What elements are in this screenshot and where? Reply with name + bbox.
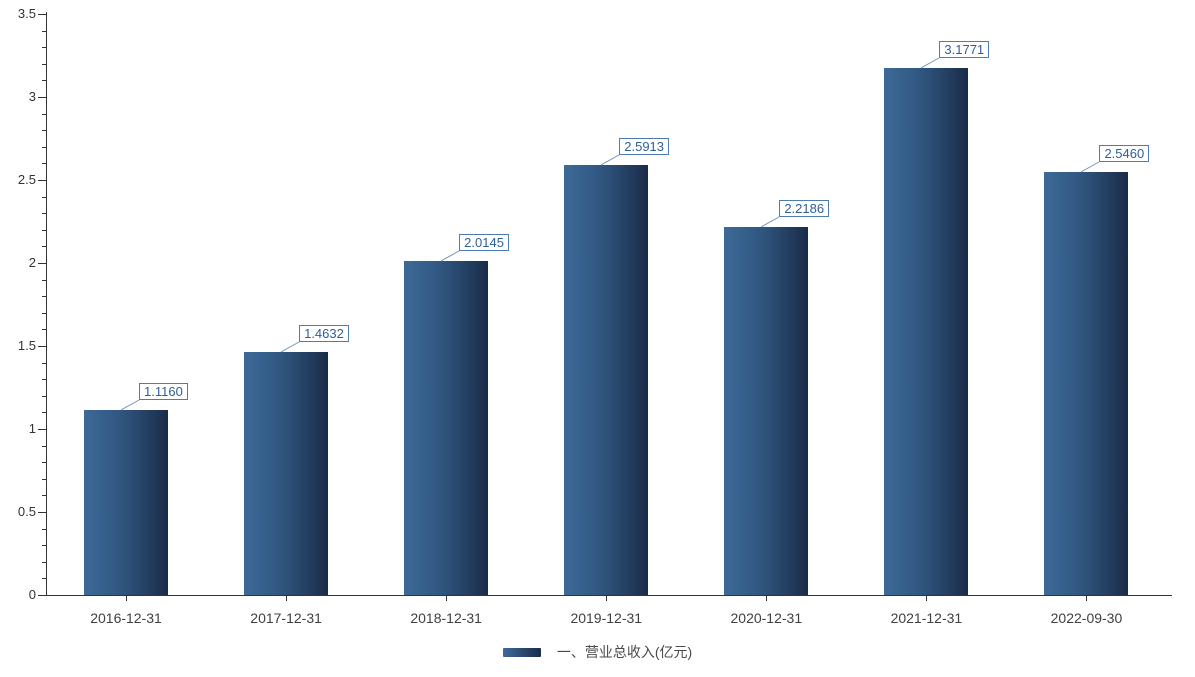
y-axis-major-tick bbox=[38, 346, 46, 347]
y-axis-minor-tick bbox=[42, 445, 46, 447]
y-axis bbox=[46, 12, 47, 595]
x-axis bbox=[46, 595, 1172, 596]
y-axis-tick-label: 1.5 bbox=[17, 338, 36, 353]
legend: 一、营业总收入(亿元) bbox=[0, 643, 1195, 661]
value-label: 1.1160 bbox=[139, 382, 188, 400]
x-axis-category-label: 2019-12-31 bbox=[570, 610, 643, 626]
bar-2017-12-31[interactable] bbox=[244, 352, 329, 595]
y-axis-minor-tick bbox=[42, 130, 46, 132]
x-axis-category-label: 2020-12-31 bbox=[730, 610, 803, 626]
value-label: 2.5913 bbox=[619, 137, 670, 155]
label-leader-line bbox=[601, 154, 620, 166]
y-axis-minor-tick bbox=[42, 412, 46, 414]
x-axis-category-label: 2018-12-31 bbox=[410, 610, 482, 626]
y-axis-minor-tick bbox=[42, 561, 46, 563]
x-axis-tick bbox=[446, 595, 448, 601]
y-axis-minor-tick bbox=[42, 296, 46, 298]
y-axis-major-tick bbox=[38, 595, 46, 596]
y-axis-minor-tick bbox=[42, 329, 46, 331]
x-axis-tick bbox=[1086, 595, 1088, 601]
legend-label[interactable]: 一、营业总收入(亿元) bbox=[556, 644, 693, 660]
value-label: 2.2186 bbox=[779, 199, 830, 217]
y-axis-minor-tick bbox=[42, 495, 46, 497]
x-axis-category-label: 2017-12-31 bbox=[250, 610, 322, 626]
bar-2020-12-31[interactable] bbox=[724, 226, 809, 595]
y-axis-major-tick bbox=[38, 512, 46, 513]
x-axis-tick bbox=[126, 595, 128, 601]
y-axis-minor-tick bbox=[42, 47, 46, 49]
bar-2019-12-31[interactable] bbox=[564, 164, 649, 595]
label-leader-line bbox=[121, 399, 140, 411]
label-leader-line bbox=[761, 216, 780, 228]
y-axis-tick-label: 1 bbox=[28, 421, 36, 436]
y-axis-minor-tick bbox=[42, 246, 46, 248]
y-axis-tick-label: 0 bbox=[28, 587, 36, 602]
bar-2022-09-30[interactable] bbox=[1044, 172, 1129, 595]
y-axis-minor-tick bbox=[42, 312, 46, 314]
y-axis-minor-tick bbox=[42, 80, 46, 82]
y-axis-minor-tick bbox=[42, 113, 46, 115]
y-axis-tick-label: 2 bbox=[28, 255, 36, 270]
x-axis-category-label: 2016-12-31 bbox=[90, 610, 162, 626]
label-leader-line bbox=[1081, 161, 1100, 173]
y-axis-minor-tick bbox=[42, 163, 46, 165]
x-axis-tick bbox=[766, 595, 768, 601]
y-axis-minor-tick bbox=[42, 146, 46, 148]
y-axis-minor-tick bbox=[42, 30, 46, 32]
y-axis-tick-label: 3.5 bbox=[17, 6, 36, 21]
y-axis-tick-label: 2.5 bbox=[17, 172, 36, 187]
y-axis-minor-tick bbox=[42, 213, 46, 215]
y-axis-minor-tick bbox=[42, 362, 46, 364]
label-leader-line bbox=[921, 57, 940, 69]
y-axis-minor-tick bbox=[42, 229, 46, 231]
value-label: 2.0145 bbox=[459, 233, 509, 251]
label-leader-line bbox=[281, 341, 300, 353]
y-axis-minor-tick bbox=[42, 578, 46, 580]
value-label: 3.1771 bbox=[939, 40, 990, 58]
x-axis-category-label: 2022-09-30 bbox=[1050, 610, 1123, 626]
y-axis-major-tick bbox=[38, 263, 46, 264]
label-leader-line bbox=[441, 250, 460, 262]
y-axis-minor-tick bbox=[42, 478, 46, 480]
bar-2018-12-31[interactable] bbox=[404, 260, 489, 595]
y-axis-major-tick bbox=[38, 97, 46, 98]
y-axis-major-tick bbox=[38, 429, 46, 430]
y-axis-major-tick bbox=[38, 180, 46, 181]
x-axis-tick bbox=[926, 595, 928, 601]
bar-2021-12-31[interactable] bbox=[884, 67, 969, 595]
y-axis-tick-label: 3 bbox=[28, 89, 36, 104]
value-label: 2.5460 bbox=[1099, 145, 1150, 163]
y-axis-minor-tick bbox=[42, 279, 46, 281]
y-axis-minor-tick bbox=[42, 395, 46, 397]
y-axis-minor-tick bbox=[42, 63, 46, 65]
legend-swatch[interactable] bbox=[502, 647, 541, 657]
value-label: 1.4632 bbox=[299, 325, 349, 343]
y-axis-minor-tick bbox=[42, 462, 46, 464]
bar-2016-12-31[interactable] bbox=[84, 409, 169, 595]
y-axis-major-tick bbox=[38, 14, 46, 15]
x-axis-tick bbox=[606, 595, 608, 601]
y-axis-minor-tick bbox=[42, 528, 46, 530]
y-axis-minor-tick bbox=[42, 545, 46, 547]
x-axis-tick bbox=[286, 595, 288, 601]
y-axis-tick-label: 0.5 bbox=[17, 504, 36, 519]
y-axis-minor-tick bbox=[42, 196, 46, 198]
x-axis-category-label: 2021-12-31 bbox=[890, 610, 963, 626]
y-axis-minor-tick bbox=[42, 379, 46, 381]
